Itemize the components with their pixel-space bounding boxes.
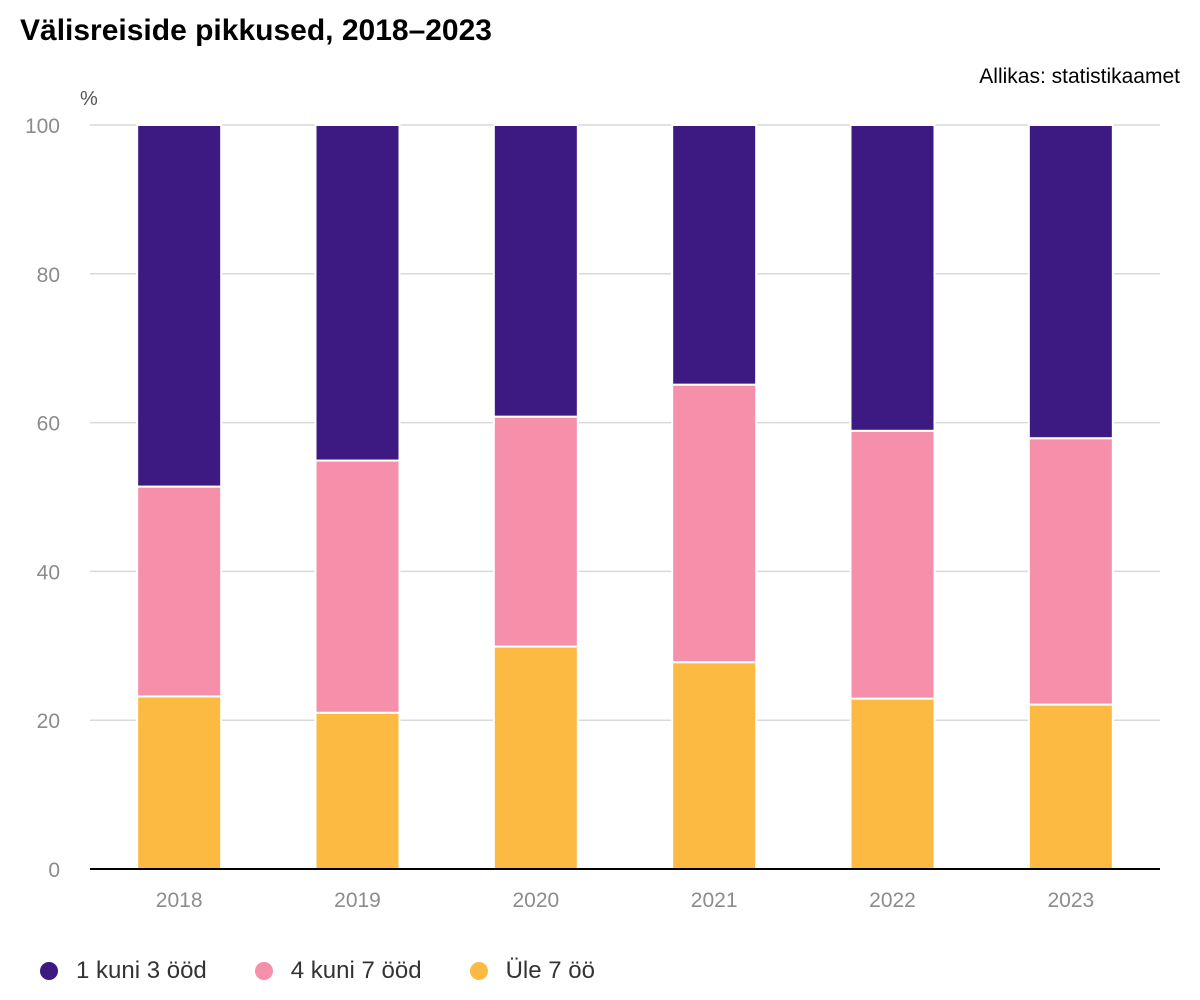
y-tick-label: 0 — [48, 859, 60, 882]
bar-segment — [1027, 124, 1114, 440]
x-tick-label: 2022 — [869, 889, 916, 912]
legend-item: 4 kuni 7 ööd — [254, 957, 422, 985]
y-tick-label: 80 — [37, 264, 60, 287]
bar-segment — [671, 124, 758, 386]
bar-segment — [671, 661, 758, 871]
bar-segment — [314, 459, 401, 714]
x-tick-label: 2023 — [1047, 889, 1094, 912]
bar-segment — [492, 415, 579, 648]
y-axis-label: % — [80, 88, 98, 110]
legend-dot-icon — [40, 962, 58, 980]
legend-label: Üle 7 öö — [505, 957, 595, 984]
legend-label: 1 kuni 3 ööd — [76, 957, 207, 984]
x-tick-label: 2020 — [512, 889, 559, 912]
x-tick-label: 2018 — [156, 889, 203, 912]
legend: 1 kuni 3 ööd 4 kuni 7 ööd Üle 7 öö — [40, 957, 643, 985]
legend-dot-icon — [469, 962, 488, 980]
bar-segment — [136, 695, 223, 871]
legend-item: Üle 7 öö — [469, 957, 595, 985]
bar-segment — [671, 383, 758, 664]
bar-segment — [136, 485, 223, 698]
bar-segment — [314, 124, 401, 462]
legend-dot-icon — [254, 962, 273, 980]
bar-segment — [849, 429, 936, 700]
bar-segment — [849, 124, 936, 432]
y-tick-label: 40 — [37, 561, 60, 584]
bar-segment — [136, 124, 223, 488]
bar-segment — [492, 124, 579, 418]
x-tick-label: 2019 — [334, 889, 381, 912]
bar-segment — [1027, 703, 1114, 870]
bar-segment — [314, 711, 401, 871]
bar-segment — [1027, 437, 1114, 706]
bar-segment — [849, 697, 936, 871]
chart-source: Allikas: statistikaamet — [979, 65, 1180, 88]
bar-segment — [492, 645, 579, 870]
y-tick-label: 60 — [37, 413, 60, 436]
legend-label: 4 kuni 7 ööd — [290, 957, 422, 984]
y-tick-label: 100 — [25, 115, 60, 138]
x-tick-label: 2021 — [691, 889, 738, 912]
y-tick-label: 20 — [37, 710, 60, 733]
legend-item: 1 kuni 3 ööd — [40, 957, 207, 985]
chart-title: Välisreiside pikkused, 2018–2023 — [20, 14, 492, 47]
